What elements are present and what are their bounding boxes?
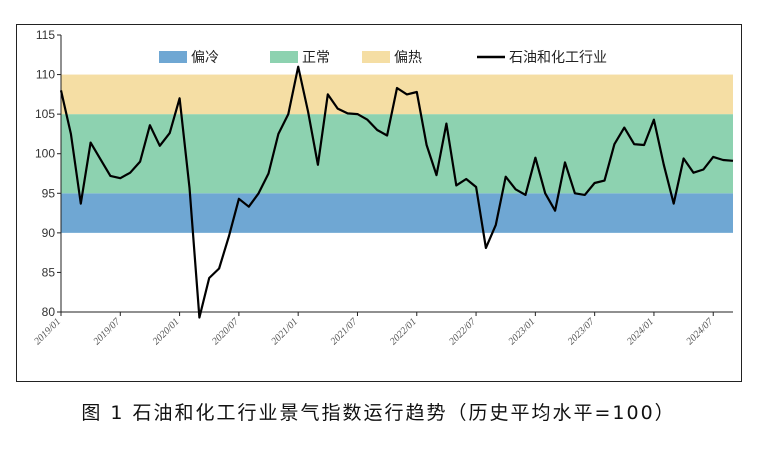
x-tick-label: 2020/07 (210, 316, 242, 348)
chart-svg: 80 85 90 95 100 105 110 115 2019/01 2019/07 2020/0… (32, 28, 734, 348)
y-tick-label: 80 (42, 305, 56, 319)
x-tick-label: 2023/01 (507, 316, 538, 347)
x-tick-label: 2022/01 (388, 316, 419, 347)
x-tick-label: 2024/07 (684, 316, 716, 348)
legend-swatch (362, 51, 390, 63)
legend: 偏冷 正常 偏热 石油和化工行业 (159, 50, 607, 66)
x-tick-label: 2022/07 (447, 316, 479, 348)
y-tick-label: 90 (42, 226, 56, 240)
x-tick-label: 2019/07 (91, 316, 123, 348)
x-tick-label: 2021/07 (329, 316, 361, 348)
x-tick-label: 2023/07 (566, 316, 598, 348)
series-layer (59, 65, 734, 319)
legend-label: 石油和化工行业 (509, 50, 607, 66)
legend-label: 偏冷 (191, 50, 219, 66)
legend-label: 正常 (302, 50, 330, 66)
band-105-110 (61, 74, 733, 115)
y-tick-label: 95 (42, 186, 56, 200)
chart-frame: 80 85 90 95 100 105 110 115 2019/01 2019/07 2020/0… (16, 24, 742, 382)
legend-swatch (270, 51, 298, 63)
y-tick-label: 100 (35, 147, 55, 161)
x-tick-label: 2020/01 (151, 316, 182, 347)
legend-label: 偏热 (394, 50, 422, 66)
x-tick-label: 2021/01 (269, 316, 300, 347)
figure-caption: 图 1 石油和化工行业景气指数运行趋势（历史平均水平=100） (81, 402, 676, 424)
band-90-95 (61, 193, 733, 233)
band-layer (61, 74, 733, 233)
y-tick-label: 105 (35, 107, 55, 121)
legend-swatch (159, 51, 187, 63)
y-tick-label: 85 (42, 265, 56, 279)
band-95-105 (61, 114, 733, 194)
x-tick-label: 2024/01 (625, 316, 656, 347)
x-tick-label: 2019/01 (32, 316, 63, 347)
series-line (59, 65, 734, 319)
y-tick-label: 115 (36, 28, 55, 42)
y-tick-label: 110 (36, 68, 55, 82)
